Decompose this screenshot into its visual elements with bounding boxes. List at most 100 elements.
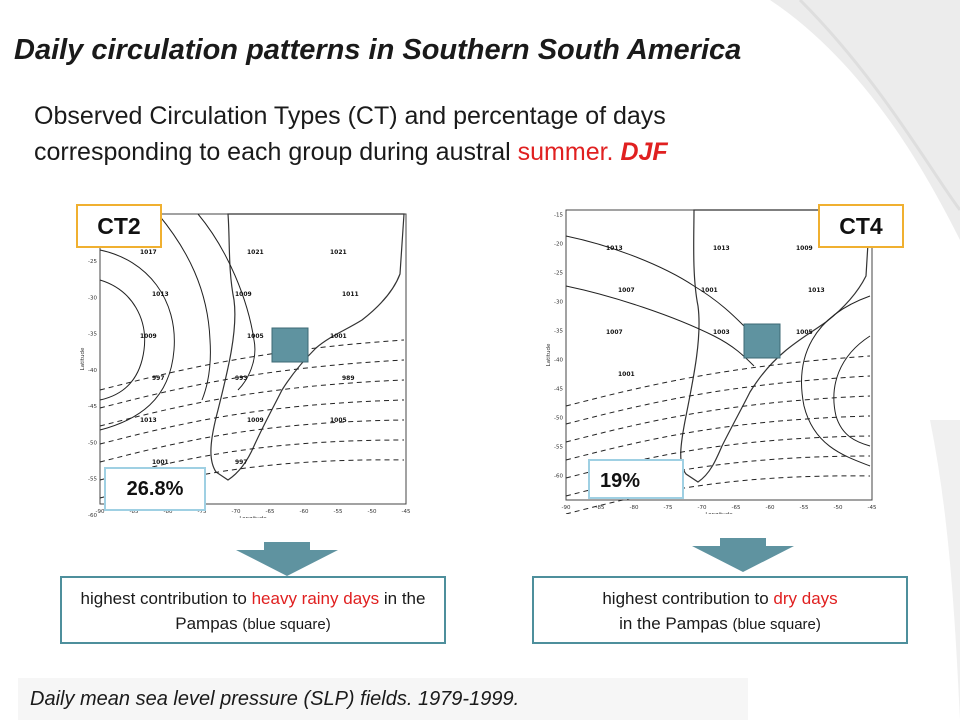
isobar-label: 1007 — [618, 287, 635, 294]
y-tick-label: -20 — [554, 241, 563, 247]
isobar-dashed — [565, 395, 871, 443]
isobar-label: 1011 — [342, 291, 359, 298]
ct2-desc-highlight: heavy rainy days — [251, 589, 380, 608]
ct2-percentage: 26.8% — [104, 467, 206, 511]
x-tick-label: -70 — [232, 509, 241, 515]
isobar-label: 1021 — [330, 249, 347, 256]
subtitle-season: summer. — [517, 138, 614, 166]
x-tick-label: -50 — [834, 505, 843, 511]
isobar-label: 1013 — [606, 245, 623, 252]
ct2-desc-note: (blue square) — [242, 616, 331, 633]
isobar-solid — [833, 335, 871, 447]
pampas-square — [271, 327, 309, 363]
coastline — [210, 213, 405, 481]
x-tick-label: -75 — [664, 505, 673, 511]
x-tick-label: -60 — [300, 509, 309, 515]
isobar-label: 1001 — [701, 287, 718, 294]
isobar-dashed — [565, 355, 871, 407]
y-tick-label: -25 — [554, 270, 563, 276]
ct4-label: CT4 — [818, 204, 904, 248]
x-tick-label: -80 — [630, 505, 639, 511]
x-tick-label: -90 — [96, 509, 105, 515]
isobar-label: 1013 — [140, 417, 157, 424]
pampas-square — [743, 323, 781, 359]
isobar-label: 1001 — [152, 459, 169, 466]
isobar-label: 1013 — [808, 287, 825, 294]
x-axis-label: Longitude — [705, 512, 733, 514]
isobar-solid — [157, 213, 211, 401]
isobar-label: 993 — [235, 375, 248, 382]
isobar-label: 1009 — [247, 417, 264, 424]
ct4-desc-note: (blue square) — [732, 616, 821, 633]
slide-subtitle: Observed Circulation Types (CT) and perc… — [34, 98, 914, 170]
ct2-label: CT2 — [76, 204, 162, 248]
x-tick-label: -65 — [266, 509, 275, 515]
isobar-label: 1001 — [618, 371, 635, 378]
x-tick-label: -55 — [334, 509, 343, 515]
isobar-label: 1013 — [713, 245, 730, 252]
x-tick-label: -85 — [130, 509, 139, 515]
subtitle-text: corresponding to each group during austr… — [34, 138, 518, 166]
x-tick-label: -45 — [402, 509, 411, 515]
y-tick-label: -55 — [554, 444, 563, 450]
isobar-solid — [99, 249, 175, 431]
y-tick-label: -50 — [88, 440, 97, 446]
ct2-desc-text: highest contribution to — [80, 589, 252, 608]
isobar-dashed — [565, 375, 871, 425]
isobar-label: 1005 — [330, 417, 347, 424]
x-tick-label: -50 — [368, 509, 377, 515]
y-tick-label: -55 — [88, 477, 97, 483]
isobar-label: 997 — [235, 459, 248, 466]
x-axis-label: Longitude — [239, 516, 267, 518]
isobar-label: 1009 — [796, 245, 813, 252]
isobar-label: 989 — [342, 375, 355, 382]
x-tick-label: -45 — [868, 505, 877, 511]
y-tick-label: -35 — [88, 332, 97, 338]
isobar-label: 1005 — [247, 333, 264, 340]
x-tick-label: -70 — [698, 505, 707, 511]
isobar-label: 1001 — [330, 333, 347, 340]
slp-map-ct4: -15 -20 -25 -30 -35 -40 -45 -50 -55 -60 -90 -85 -80 -… — [546, 209, 877, 514]
isobar-label: 1009 — [140, 333, 157, 340]
slide-footer: Daily mean sea level pressure (SLP) fiel… — [18, 678, 748, 720]
x-tick-label: -75 — [198, 509, 207, 515]
isobar-dashed — [99, 419, 405, 463]
ct2-description: highest contribution to heavy rainy days… — [60, 576, 446, 644]
y-tick-label: -25 — [88, 259, 97, 265]
x-tick-label: -60 — [766, 505, 775, 511]
isobar-label: 1009 — [235, 291, 252, 298]
isobar-dashed — [565, 475, 871, 514]
y-tick-label: -15 — [554, 212, 563, 218]
coastline — [680, 209, 871, 483]
isobar-solid — [801, 295, 871, 467]
subtitle-line-1: Observed Circulation Types (CT) and perc… — [34, 102, 666, 130]
y-tick-label: -40 — [554, 357, 563, 363]
subtitle-djf: DJF — [620, 138, 668, 166]
ct4-desc-highlight: dry days — [773, 589, 838, 608]
isobar-dashed — [99, 339, 405, 391]
isobar-solid — [565, 235, 745, 327]
y-tick-label: -40 — [88, 368, 97, 374]
subtitle-line-2: corresponding to each group during austr… — [34, 134, 914, 170]
isobar-solid — [565, 285, 755, 367]
isobar-label: 1003 — [713, 329, 730, 336]
isobar-dashed — [99, 359, 405, 409]
isobar-label: 1007 — [606, 329, 623, 336]
isobar-label: 1005 — [796, 329, 813, 336]
ct4-desc-text-2: in the Pampas — [619, 614, 733, 633]
down-arrow-icon — [692, 538, 794, 572]
isobar-solid — [197, 213, 256, 391]
slp-map-ct2: -25-30-35-40-45-50-55-60-90 -85 -80 -75 -70-… — [80, 213, 411, 518]
ct4-percentage: 19% — [588, 459, 684, 499]
isobar-label: 1017 — [140, 249, 157, 256]
y-tick-label: -45 — [554, 386, 563, 392]
ct4-desc-text: highest contribution to — [602, 589, 774, 608]
isobar-label: 997 — [152, 375, 165, 382]
y-axis-label: Latitude — [80, 347, 86, 370]
ct4-description: highest contribution to dry days in the … — [532, 576, 908, 644]
y-tick-label: -60 — [88, 513, 97, 518]
map-frame — [99, 213, 407, 505]
y-axis-label: Latitude — [546, 343, 552, 366]
isobar-label: 1013 — [152, 291, 169, 298]
y-tick-label: -60 — [554, 473, 563, 479]
